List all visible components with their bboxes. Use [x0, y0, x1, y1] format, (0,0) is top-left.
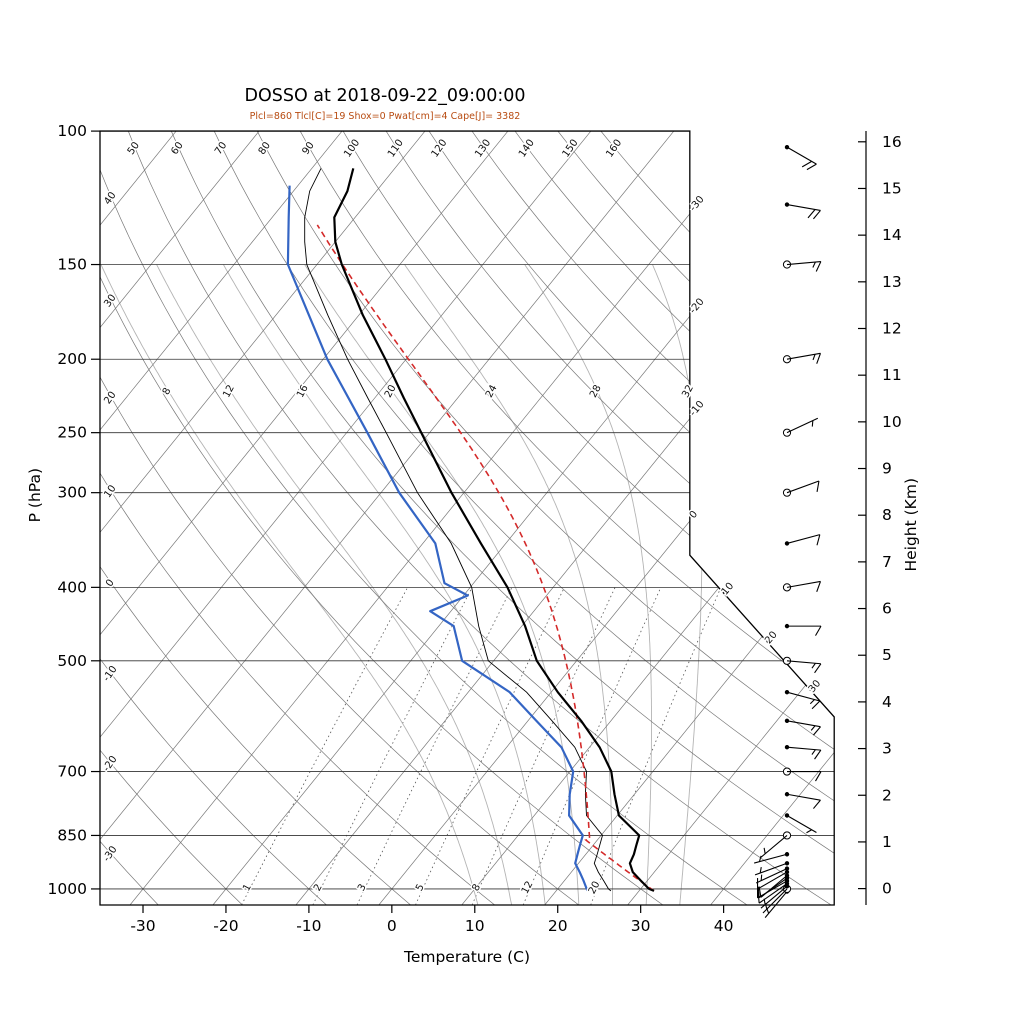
svg-text:11: 11 [882, 366, 902, 384]
svg-text:40: 40 [102, 190, 118, 207]
svg-text:30: 30 [631, 917, 651, 935]
dewpoint-curve [286, 185, 589, 892]
svg-text:-30: -30 [688, 194, 707, 214]
svg-text:2: 2 [882, 786, 892, 804]
svg-text:80: 80 [257, 140, 273, 157]
svg-text:40: 40 [714, 917, 734, 935]
svg-text:500: 500 [57, 652, 87, 670]
svg-text:90: 90 [300, 140, 316, 157]
svg-text:9: 9 [882, 460, 892, 478]
svg-text:6: 6 [882, 600, 892, 618]
svg-text:70: 70 [213, 140, 229, 157]
height-axis-label: Height (Km) [902, 478, 920, 572]
svg-text:700: 700 [57, 763, 87, 781]
chart-title: DOSSO at 2018-09-22_09:00:00 [244, 86, 526, 106]
svg-text:3: 3 [882, 740, 892, 758]
svg-text:120: 120 [430, 138, 450, 160]
svg-text:400: 400 [57, 578, 87, 596]
svg-text:1000: 1000 [48, 880, 87, 898]
svg-text:150: 150 [57, 256, 87, 274]
temperature-curve [333, 168, 655, 892]
svg-text:-30: -30 [101, 844, 119, 864]
svg-text:10: 10 [882, 413, 902, 431]
svg-text:8: 8 [161, 386, 174, 397]
svg-text:15: 15 [882, 179, 902, 197]
svg-text:50: 50 [126, 140, 142, 157]
svg-text:10: 10 [465, 917, 485, 935]
svg-text:-30: -30 [130, 917, 155, 935]
svg-text:0: 0 [882, 880, 892, 898]
svg-text:300: 300 [57, 484, 87, 502]
background-labels: 1 2 3 5 8 12 208 12 16 20 24 28 32-30-20-10010203040… [100, 136, 825, 897]
svg-text:20: 20 [587, 880, 603, 896]
svg-text:-20: -20 [688, 297, 707, 317]
svg-text:60: 60 [169, 140, 185, 157]
svg-text:100: 100 [57, 122, 87, 140]
svg-text:16: 16 [882, 133, 902, 151]
pressure-axis-label: P (hPa) [26, 468, 44, 523]
wind-barbs [754, 144, 822, 918]
svg-text:13: 13 [882, 273, 902, 291]
parcel-curve [316, 224, 655, 892]
svg-text:12: 12 [882, 320, 902, 338]
svg-text:200: 200 [57, 350, 87, 368]
svg-text:110: 110 [386, 138, 406, 160]
svg-text:20: 20 [763, 629, 780, 646]
svg-text:-20: -20 [213, 917, 238, 935]
svg-text:-10: -10 [296, 917, 321, 935]
svg-text:1: 1 [882, 833, 892, 851]
svg-text:12: 12 [520, 880, 536, 896]
svg-text:5: 5 [882, 646, 892, 664]
svg-text:14: 14 [882, 226, 902, 244]
svg-text:20: 20 [548, 917, 568, 935]
sounding-profiles [286, 168, 655, 892]
svg-text:20: 20 [102, 390, 118, 407]
temperature-axis-label: Temperature (C) [403, 948, 531, 966]
svg-text:10: 10 [102, 483, 118, 500]
wetbulb-curve [304, 168, 612, 892]
svg-text:8: 8 [882, 506, 892, 524]
svg-text:32: 32 [680, 383, 696, 399]
chart-parameters-line: Plcl=860 Tlcl[C]=19 Shox=0 Pwat[cm]=4 Ca… [249, 111, 521, 122]
svg-text:100: 100 [342, 138, 362, 160]
svg-text:30: 30 [102, 293, 118, 310]
svg-text:250: 250 [57, 424, 87, 442]
svg-text:850: 850 [57, 826, 87, 844]
svg-text:0: 0 [387, 917, 397, 935]
svg-text:10: 10 [720, 581, 737, 598]
svg-text:28: 28 [588, 383, 604, 399]
plot-boundary [99, 130, 835, 906]
svg-text:7: 7 [882, 553, 892, 571]
svg-text:-10: -10 [688, 399, 707, 419]
svg-text:4: 4 [882, 693, 892, 711]
svg-text:30: 30 [807, 678, 824, 695]
